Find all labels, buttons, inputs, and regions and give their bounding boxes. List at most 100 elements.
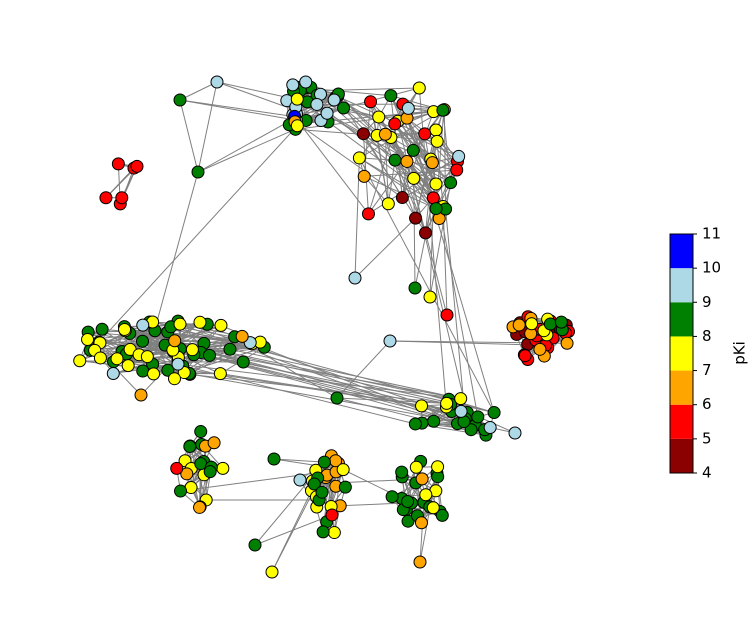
node — [316, 486, 328, 498]
node — [362, 208, 374, 220]
node — [402, 496, 414, 508]
edge — [355, 218, 416, 278]
node — [82, 334, 94, 346]
node — [249, 539, 261, 551]
node — [455, 393, 467, 405]
node — [409, 282, 421, 294]
colorbar-band — [670, 268, 693, 302]
node — [430, 203, 442, 215]
node — [484, 421, 496, 433]
node — [526, 318, 538, 330]
node — [409, 418, 421, 430]
node — [431, 135, 443, 147]
node — [224, 343, 236, 355]
node — [236, 330, 248, 342]
node — [300, 76, 312, 88]
node — [513, 319, 525, 331]
node — [534, 343, 546, 355]
node — [195, 426, 207, 438]
node — [184, 441, 196, 453]
node — [268, 453, 280, 465]
edge — [99, 126, 297, 342]
node — [338, 102, 350, 114]
node — [211, 76, 223, 88]
node — [426, 157, 438, 169]
node — [135, 389, 147, 401]
node — [203, 349, 215, 361]
node — [420, 227, 432, 239]
edge — [117, 359, 422, 406]
node — [74, 355, 86, 367]
node — [328, 94, 340, 106]
node — [419, 128, 431, 140]
node — [385, 90, 397, 102]
node — [237, 356, 249, 368]
node — [194, 501, 206, 513]
node — [192, 166, 204, 178]
node — [414, 556, 426, 568]
node — [214, 368, 226, 380]
node — [217, 462, 229, 474]
node — [321, 107, 333, 119]
colorbar-label: pKi — [731, 341, 749, 365]
node — [445, 177, 457, 189]
node — [100, 192, 112, 204]
node — [373, 111, 385, 123]
node — [437, 104, 449, 116]
node — [175, 485, 187, 497]
node — [389, 118, 401, 130]
node — [408, 172, 420, 184]
node — [94, 352, 106, 364]
node — [172, 358, 184, 370]
node — [472, 411, 484, 423]
node — [107, 368, 119, 380]
node — [430, 124, 442, 136]
node — [357, 128, 369, 140]
node — [432, 461, 444, 473]
node — [453, 150, 465, 162]
node — [416, 473, 428, 485]
node — [407, 144, 419, 156]
node — [215, 319, 227, 331]
node — [488, 407, 500, 419]
colorbar-tick-label: 7 — [702, 361, 712, 379]
node — [396, 192, 408, 204]
colorbar-band — [670, 439, 693, 473]
node — [294, 474, 306, 486]
node — [441, 309, 453, 321]
node — [96, 323, 108, 335]
node — [186, 344, 198, 356]
node — [174, 94, 186, 106]
node — [131, 160, 143, 172]
node — [379, 128, 391, 140]
node — [519, 350, 531, 362]
node — [455, 405, 467, 417]
node — [389, 154, 401, 166]
node — [318, 456, 330, 468]
node — [136, 335, 148, 347]
node — [358, 170, 370, 182]
node — [509, 427, 521, 439]
node — [208, 437, 220, 449]
edge — [359, 158, 494, 413]
node — [441, 397, 453, 409]
colorbar-band — [670, 336, 693, 370]
node — [561, 337, 573, 349]
colorbar-tick-label: 8 — [702, 327, 712, 345]
node — [339, 481, 351, 493]
colorbar-tick-label: 6 — [702, 395, 712, 413]
node — [416, 400, 428, 412]
colorbar-tick-label: 5 — [702, 429, 712, 447]
node — [111, 353, 123, 365]
node — [112, 158, 124, 170]
edge — [198, 82, 217, 172]
node — [544, 318, 556, 330]
node — [119, 323, 131, 335]
node — [349, 272, 361, 284]
node — [169, 373, 181, 385]
node — [137, 319, 149, 331]
node — [410, 461, 422, 473]
colorbar-tick-label: 4 — [702, 464, 712, 482]
node — [396, 466, 408, 478]
